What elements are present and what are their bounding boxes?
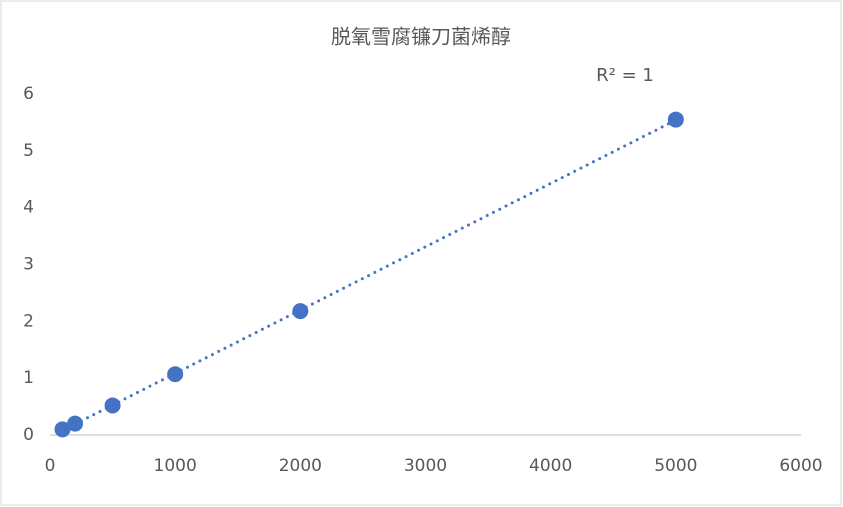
x-tick-label: 0 [45, 456, 56, 476]
y-tick-label: 1 [23, 368, 34, 388]
point [67, 415, 84, 432]
x-tick-label: 5000 [654, 456, 697, 476]
x-tick-label: 4000 [529, 456, 572, 476]
y-tick-label: 2 [23, 311, 34, 331]
y-tick-label: 4 [23, 198, 34, 218]
y-tick-label: 3 [23, 255, 34, 275]
point [54, 421, 71, 438]
y-tick-label: 0 [23, 425, 34, 445]
x-tick-label: 3000 [404, 456, 447, 476]
point [667, 111, 684, 128]
y-tick-label: 6 [23, 84, 34, 104]
y-tick-label: 5 [23, 141, 34, 161]
point [167, 366, 184, 383]
x-tick-label: 2000 [279, 456, 322, 476]
point [292, 303, 309, 320]
x-tick-label: 6000 [779, 456, 822, 476]
x-tick-label: 1000 [154, 456, 197, 476]
point [104, 397, 121, 414]
trendline [61, 118, 678, 432]
chart-title: 脱氧雪腐镰刀菌烯醇 [331, 25, 511, 49]
trendline-label: R² = 1 [596, 65, 654, 86]
